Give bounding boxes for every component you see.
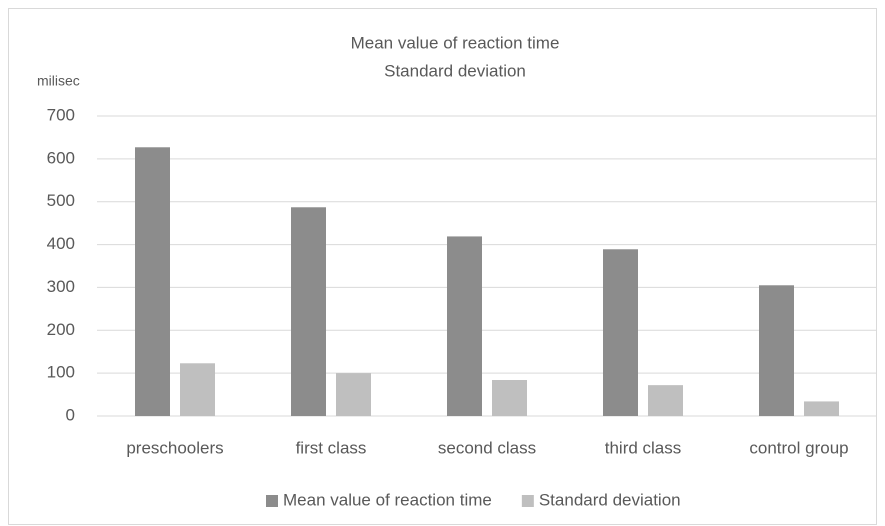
legend-swatch: [266, 495, 278, 507]
y-tick-label: 200: [47, 320, 75, 339]
bar: [447, 236, 482, 416]
y-axis-label: milisec: [37, 73, 80, 89]
y-tick-label: 500: [47, 191, 75, 210]
bar: [603, 249, 638, 416]
y-tick-label: 700: [47, 105, 75, 124]
x-tick-label: first class: [296, 438, 367, 457]
legend-swatch: [521, 495, 534, 507]
bar: [291, 207, 326, 416]
x-tick-label: third class: [605, 438, 682, 457]
chart-subtitle: Standard deviation: [384, 61, 526, 80]
legend-label: Mean value of reaction time: [283, 490, 492, 509]
x-tick-label: second class: [438, 438, 536, 457]
bar: [759, 285, 794, 416]
bar: [180, 363, 215, 416]
y-tick-label: 0: [66, 405, 75, 424]
bar: [648, 385, 683, 416]
x-tick-label: control group: [749, 438, 848, 457]
y-tick-label: 600: [47, 148, 75, 167]
legend-label: Standard deviation: [539, 490, 681, 509]
bar: [804, 401, 839, 416]
bar: [135, 147, 170, 417]
x-tick-label: preschoolers: [126, 438, 223, 457]
chart-title: Mean value of reaction time: [351, 33, 560, 52]
y-tick-label: 100: [47, 363, 75, 382]
bar: [336, 373, 371, 416]
y-tick-label: 400: [47, 234, 75, 253]
y-tick-label: 300: [47, 277, 75, 296]
bar: [492, 380, 527, 416]
